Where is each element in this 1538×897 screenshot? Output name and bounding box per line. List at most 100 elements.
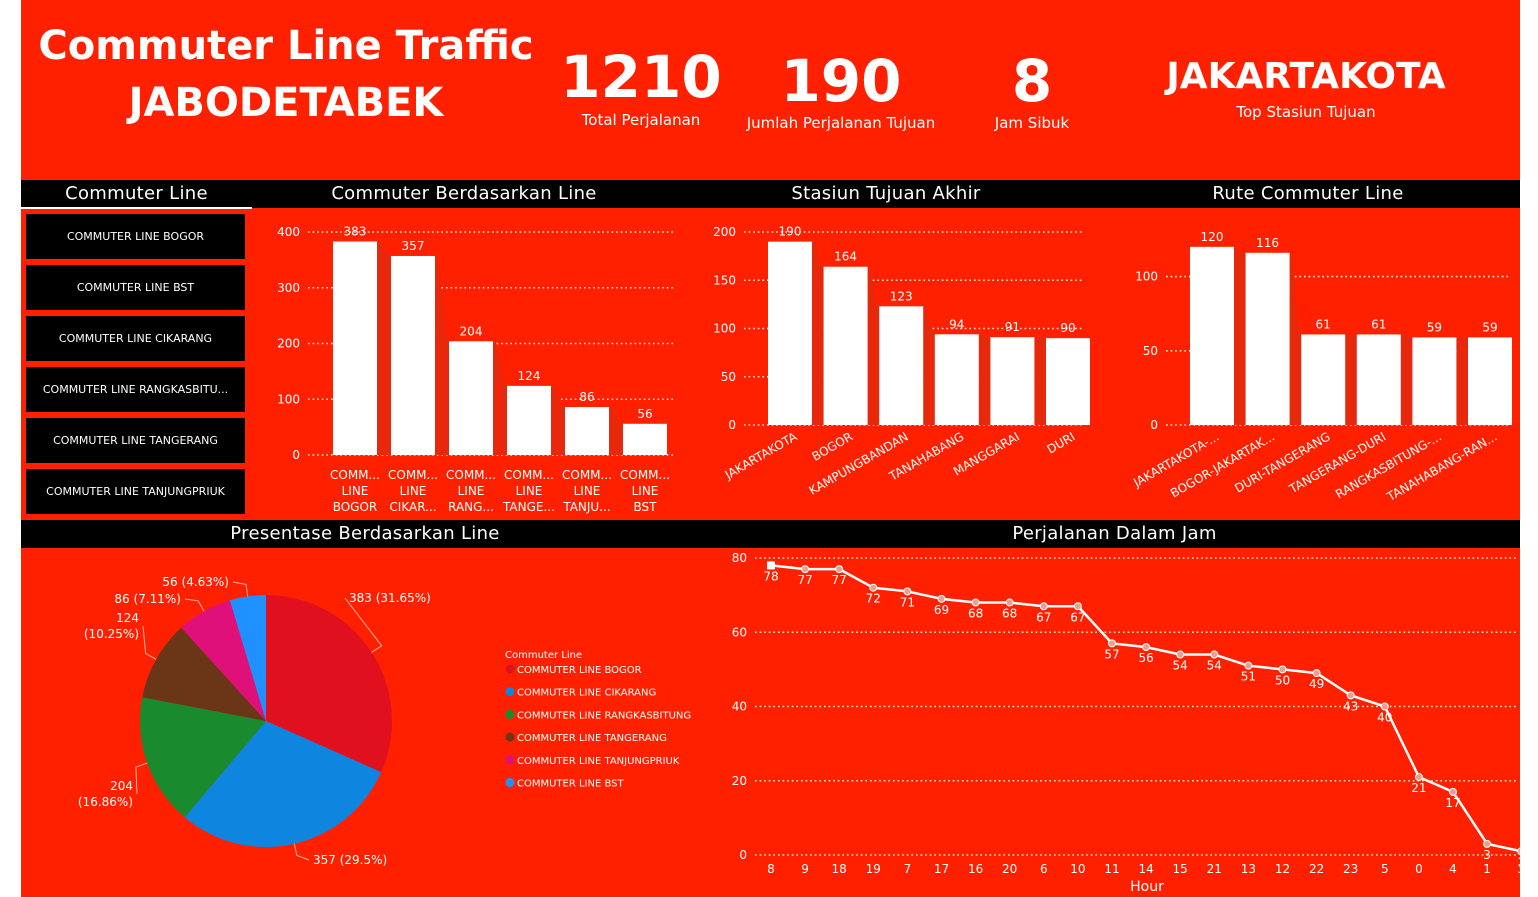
data-point	[1039, 602, 1048, 611]
slicer-underline	[21, 207, 252, 209]
x-tick-label: COMM...	[388, 468, 438, 482]
data-point	[1244, 661, 1253, 670]
pie-data-label: 56 (4.63%)	[162, 575, 229, 589]
slicer-title: Commuter Line	[21, 180, 252, 208]
x-tick-label: LINE	[400, 484, 427, 498]
bar-connector	[435, 255, 449, 455]
bar	[1190, 246, 1234, 425]
data-point	[1483, 839, 1492, 848]
route-bar-title: Rute Commuter Line	[1096, 180, 1520, 208]
data-label: 383	[344, 224, 367, 238]
bar-connector	[377, 241, 391, 455]
bar	[449, 341, 493, 455]
data-label: 77	[797, 573, 812, 587]
y-tick-label: 0	[292, 448, 300, 462]
bar-connector	[493, 341, 507, 455]
bar	[934, 334, 979, 425]
x-tick-label: LINE	[342, 484, 369, 498]
data-label: 72	[866, 592, 881, 606]
slicer-item-rangkasbitung[interactable]: COMMUTER LINE RANGKASBITU...	[26, 367, 245, 412]
y-tick-label: 20	[732, 774, 747, 788]
data-point	[1142, 643, 1151, 652]
legend-entry: COMMUTER LINE BOGOR	[517, 665, 642, 676]
x-tick-label: TANJU...	[562, 500, 610, 514]
x-tick-label: 18	[832, 862, 847, 876]
bar	[823, 266, 868, 425]
data-label: 124	[518, 369, 541, 383]
data-label: 357	[402, 239, 425, 253]
x-tick-label: CIKAR...	[389, 500, 436, 514]
data-point	[1210, 650, 1219, 659]
x-tick-label: 8	[767, 862, 775, 876]
data-label: 61	[1371, 317, 1386, 331]
line-bar-chart: 0 100 200 300 400 383 357 204 124 86 56 COMM... LINE…	[277, 224, 676, 514]
x-tick-label: JAKARTAKOTA	[722, 429, 800, 482]
pie-leader-line	[142, 625, 157, 660]
dashboard-title-line2: JABODETABEK	[128, 80, 444, 126]
data-label: 21	[1411, 781, 1426, 795]
slicer-item-bst[interactable]: COMMUTER LINE BST	[26, 265, 245, 310]
legend-marker	[505, 664, 515, 674]
x-tick-label: 7	[904, 862, 912, 876]
data-point	[767, 561, 775, 570]
slicer-item-tangerang[interactable]: COMMUTER LINE TANGERANG	[26, 418, 245, 463]
x-tick-label: LINE	[632, 484, 659, 498]
kpi-destination-trips-label: Jumlah Perjalanan Tujuan	[746, 114, 936, 132]
slicer-item-tanjungpriuk[interactable]: COMMUTER LINE TANJUNGPRIUK	[26, 469, 245, 514]
slicer-item-cikarang[interactable]: COMMUTER LINE CIKARANG	[26, 316, 245, 361]
x-tick-label: 5	[1381, 862, 1389, 876]
x-tick-label: LINE	[458, 484, 485, 498]
data-label: 43	[1343, 699, 1358, 713]
pie-leader-line	[344, 597, 383, 653]
bar	[990, 337, 1035, 425]
data-label: 1	[1517, 855, 1520, 869]
data-label: 67	[1036, 610, 1051, 624]
bar-connector	[867, 266, 880, 425]
x-tick-label: COMM...	[562, 468, 612, 482]
data-point	[1278, 665, 1287, 674]
bar	[1301, 334, 1346, 425]
x-tick-label: 22	[1309, 862, 1324, 876]
data-point	[1517, 847, 1520, 856]
bar-connector	[1345, 334, 1357, 425]
kpi-total-trips-value: 1210	[560, 43, 722, 111]
pie-chart: 383 (31.65%) 357 (29.5%) 204 (16.86%) 124 (10…	[78, 575, 691, 867]
x-tick-label: COMM...	[330, 468, 380, 482]
pie-slice	[184, 721, 382, 847]
x-tick-label: COMM...	[504, 468, 554, 482]
legend-marker	[505, 709, 515, 719]
legend-marker	[505, 687, 515, 697]
x-tick-label: KAMPUNGBANDAN	[807, 429, 911, 497]
data-label: 86	[579, 390, 594, 404]
kpi-destination-trips-value: 190	[780, 47, 902, 115]
pie-data-label: 357 (29.5%)	[313, 853, 387, 867]
x-tick-label: BOGOR	[810, 429, 856, 463]
data-label: 51	[1241, 670, 1256, 684]
series-line	[770, 564, 1520, 853]
data-label: 59	[1427, 320, 1442, 334]
data-point	[1312, 669, 1321, 678]
x-tick-label: 10	[1070, 862, 1085, 876]
data-point	[1346, 691, 1355, 700]
data-point	[1005, 598, 1014, 607]
bar-connector	[1234, 246, 1246, 425]
dashboard: Commuter Line Traffic JABODETABEK 1210 T…	[21, 0, 1520, 897]
pie-slice	[142, 627, 266, 721]
slicer-item-bogor[interactable]: COMMUTER LINE BOGOR	[26, 214, 245, 259]
y-tick-label: 100	[713, 322, 736, 336]
data-label: 40	[1377, 711, 1392, 725]
legend-marker	[505, 755, 515, 765]
x-tick-label: 20	[1002, 862, 1017, 876]
y-tick-label: 300	[277, 281, 300, 295]
y-tick-label: 40	[732, 700, 747, 714]
x-tick-label: 14	[1138, 862, 1153, 876]
x-tick-label: 15	[1173, 862, 1188, 876]
data-point	[801, 565, 810, 574]
pie-slice	[229, 595, 266, 721]
data-label: 91	[1005, 320, 1020, 334]
data-label: 49	[1309, 677, 1324, 691]
pie-data-label: (10.25%)	[84, 627, 139, 641]
bar-connector	[551, 385, 565, 455]
hourly-title: Perjalanan Dalam Jam	[709, 520, 1520, 548]
bar	[879, 306, 924, 425]
